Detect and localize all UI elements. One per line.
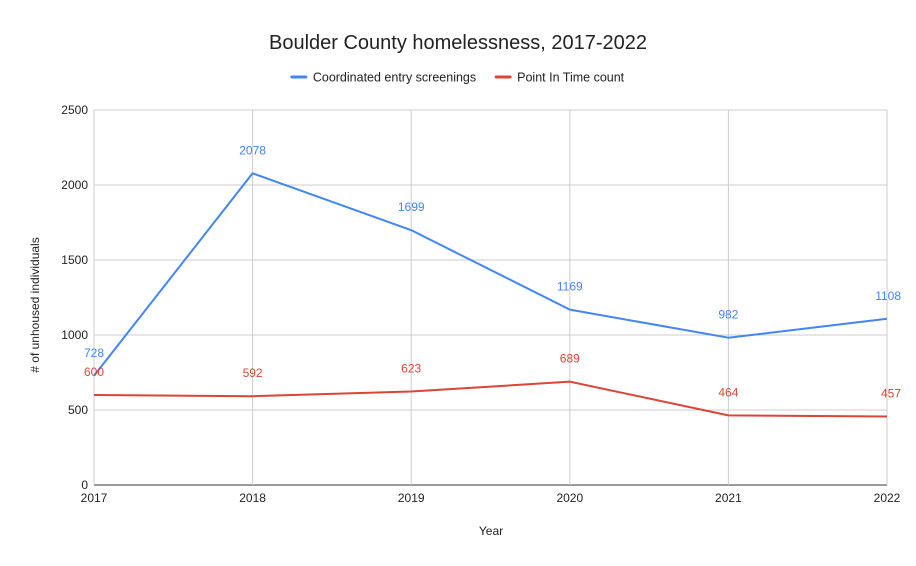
y-axis-ticks: 0 500 1000 1500 2000 2500 bbox=[61, 103, 88, 492]
data-label: 689 bbox=[560, 352, 580, 366]
data-label: 2078 bbox=[239, 143, 266, 157]
legend-item: Point In Time count bbox=[494, 71, 625, 85]
y-tick-label: 1000 bbox=[61, 328, 88, 342]
x-axis-title: Year bbox=[479, 524, 503, 538]
y-tick-label: 2000 bbox=[61, 178, 88, 192]
x-tick-label: 2017 bbox=[81, 491, 108, 505]
data-label: 623 bbox=[401, 362, 421, 376]
data-label: 1169 bbox=[557, 280, 583, 294]
legend-label: Coordinated entry screenings bbox=[313, 71, 476, 85]
gridlines bbox=[93, 109, 888, 486]
x-tick-label: 2020 bbox=[556, 491, 583, 505]
x-tick-label: 2022 bbox=[874, 491, 901, 505]
data-labels: 728 2078 1699 1169 982 1108 600 592 623 689 464 457 bbox=[84, 143, 901, 400]
series-line-1 bbox=[93, 172, 888, 377]
series-line-2 bbox=[93, 380, 888, 418]
y-tick-label: 0 bbox=[81, 478, 88, 492]
x-tick-label: 2021 bbox=[715, 491, 742, 505]
data-label: 464 bbox=[718, 385, 738, 399]
y-tick-label: 500 bbox=[68, 403, 88, 417]
x-axis-ticks: 2017 2018 2019 2020 2021 2022 bbox=[81, 491, 901, 505]
data-label: 592 bbox=[243, 366, 263, 380]
data-label: 1108 bbox=[875, 289, 901, 303]
legend-item: Coordinated entry screenings bbox=[290, 71, 476, 85]
x-tick-label: 2018 bbox=[239, 491, 266, 505]
series-lines bbox=[93, 172, 888, 418]
legend: Coordinated entry screenings Point In Tim… bbox=[290, 71, 625, 85]
data-label: 982 bbox=[718, 308, 738, 322]
y-tick-label: 1500 bbox=[61, 253, 88, 267]
chart-title: Boulder County homelessness, 2017-2022 bbox=[269, 32, 647, 54]
data-label: 600 bbox=[84, 365, 104, 379]
data-label: 1699 bbox=[398, 200, 425, 214]
data-label: 728 bbox=[84, 346, 104, 360]
data-label: 457 bbox=[881, 386, 901, 400]
y-axis-title: # of unhoused individuals bbox=[28, 237, 42, 372]
x-tick-label: 2019 bbox=[398, 491, 425, 505]
y-tick-label: 2500 bbox=[61, 103, 88, 117]
legend-label: Point In Time count bbox=[517, 71, 625, 85]
